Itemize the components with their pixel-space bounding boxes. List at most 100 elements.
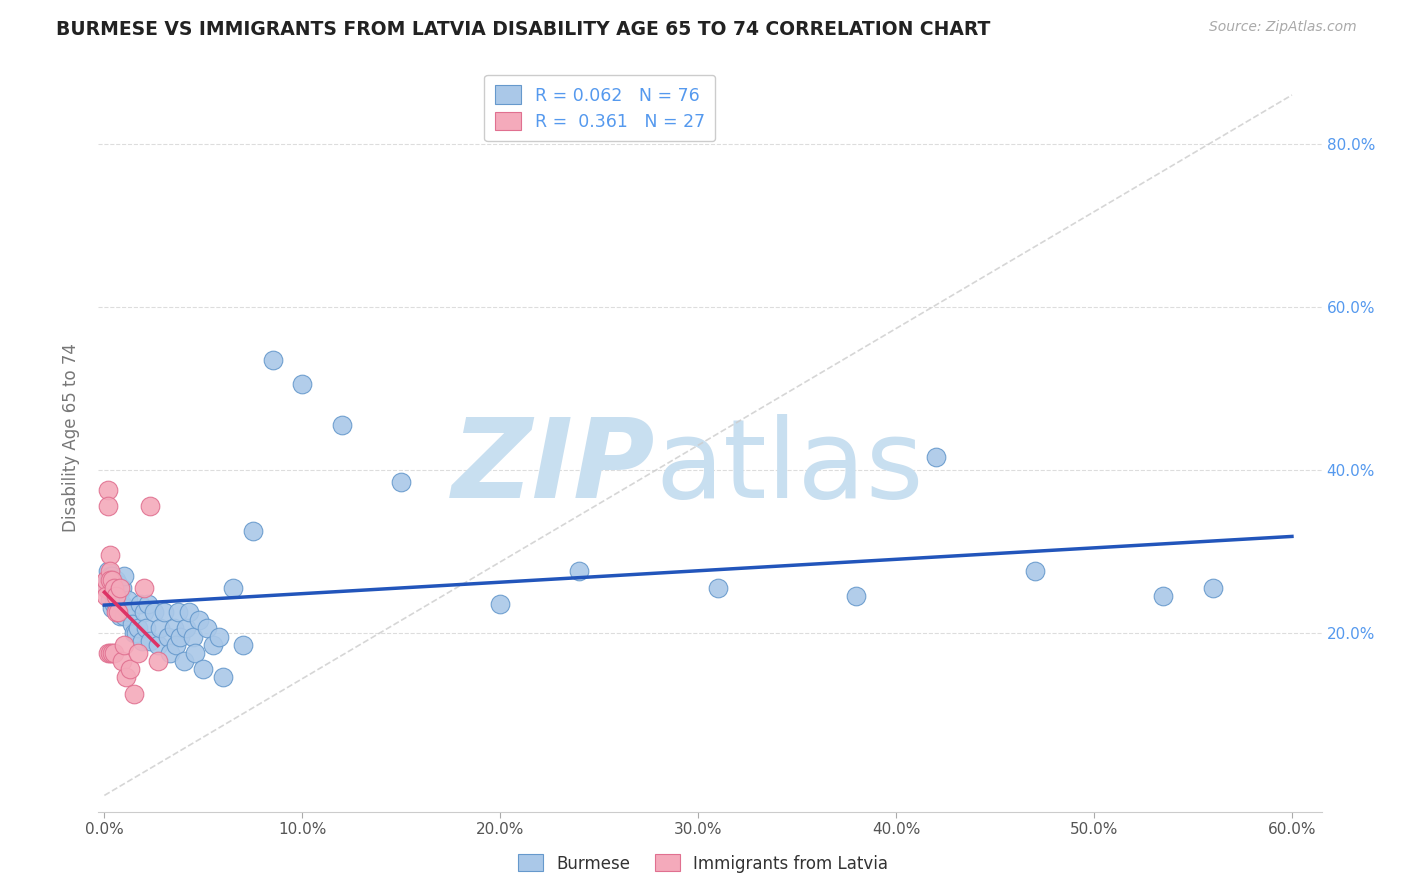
Point bbox=[389, 475, 412, 489]
Point bbox=[112, 638, 135, 652]
Point bbox=[101, 601, 124, 615]
Point bbox=[173, 654, 195, 668]
Point bbox=[103, 589, 125, 603]
Point bbox=[115, 670, 138, 684]
Point bbox=[174, 622, 197, 636]
Point bbox=[97, 500, 120, 514]
Point bbox=[98, 584, 121, 599]
Point bbox=[117, 593, 139, 607]
Point bbox=[107, 593, 129, 607]
Point bbox=[103, 581, 125, 595]
Point bbox=[184, 646, 207, 660]
Point bbox=[139, 633, 162, 648]
Point bbox=[132, 605, 155, 619]
Y-axis label: Disability Age 65 to 74: Disability Age 65 to 74 bbox=[62, 343, 80, 532]
Point bbox=[98, 593, 121, 607]
Point bbox=[96, 573, 118, 587]
Point bbox=[142, 605, 165, 619]
Point bbox=[208, 630, 231, 644]
Point bbox=[183, 630, 205, 644]
Point bbox=[103, 573, 125, 587]
Point bbox=[96, 589, 118, 603]
Point bbox=[105, 573, 128, 587]
Point bbox=[101, 646, 124, 660]
Text: ZIP: ZIP bbox=[451, 414, 655, 521]
Point bbox=[169, 630, 191, 644]
Point bbox=[568, 565, 591, 579]
Point bbox=[101, 573, 124, 587]
Point bbox=[195, 622, 218, 636]
Point bbox=[96, 581, 118, 595]
Point bbox=[162, 622, 184, 636]
Point bbox=[129, 597, 152, 611]
Point bbox=[96, 581, 118, 595]
Legend: R = 0.062   N = 76, R =  0.361   N = 27: R = 0.062 N = 76, R = 0.361 N = 27 bbox=[485, 75, 716, 141]
Point bbox=[156, 630, 179, 644]
Text: BURMESE VS IMMIGRANTS FROM LATVIA DISABILITY AGE 65 TO 74 CORRELATION CHART: BURMESE VS IMMIGRANTS FROM LATVIA DISABI… bbox=[56, 20, 991, 38]
Point bbox=[98, 568, 121, 582]
Point bbox=[103, 581, 125, 595]
Point bbox=[165, 638, 187, 652]
Point bbox=[132, 581, 155, 595]
Point bbox=[98, 646, 121, 660]
Point bbox=[845, 589, 868, 603]
Point bbox=[120, 605, 142, 619]
Point bbox=[120, 662, 142, 676]
Point bbox=[107, 601, 129, 615]
Point bbox=[108, 581, 131, 595]
Point bbox=[101, 568, 124, 582]
Point bbox=[222, 581, 245, 595]
Point bbox=[101, 584, 124, 599]
Point bbox=[152, 605, 174, 619]
Point bbox=[122, 625, 145, 640]
Point bbox=[188, 613, 211, 627]
Point bbox=[105, 605, 128, 619]
Point bbox=[1152, 589, 1174, 603]
Legend: Burmese, Immigrants from Latvia: Burmese, Immigrants from Latvia bbox=[510, 847, 896, 880]
Point bbox=[97, 646, 120, 660]
Point bbox=[166, 605, 188, 619]
Point bbox=[159, 646, 181, 660]
Point bbox=[97, 483, 120, 497]
Text: Source: ZipAtlas.com: Source: ZipAtlas.com bbox=[1209, 20, 1357, 34]
Point bbox=[108, 584, 131, 599]
Point bbox=[193, 662, 215, 676]
Point bbox=[108, 609, 131, 624]
Point bbox=[125, 625, 148, 640]
Point bbox=[127, 646, 149, 660]
Point bbox=[131, 633, 153, 648]
Text: atlas: atlas bbox=[655, 414, 924, 521]
Point bbox=[98, 573, 121, 587]
Point bbox=[103, 646, 125, 660]
Point bbox=[924, 450, 946, 465]
Point bbox=[139, 500, 162, 514]
Point bbox=[135, 622, 157, 636]
Point bbox=[111, 581, 134, 595]
Point bbox=[105, 581, 128, 595]
Point bbox=[136, 597, 159, 611]
Point bbox=[232, 638, 254, 652]
Point bbox=[103, 597, 125, 611]
Point bbox=[149, 622, 172, 636]
Point bbox=[707, 581, 730, 595]
Point bbox=[105, 589, 128, 603]
Point bbox=[489, 597, 512, 611]
Point bbox=[330, 417, 353, 432]
Point bbox=[1024, 565, 1046, 579]
Point bbox=[146, 654, 169, 668]
Point bbox=[121, 617, 143, 632]
Point bbox=[98, 548, 121, 562]
Point bbox=[242, 524, 264, 538]
Point bbox=[105, 597, 128, 611]
Point bbox=[122, 687, 145, 701]
Point bbox=[179, 605, 201, 619]
Point bbox=[262, 352, 284, 367]
Point bbox=[202, 638, 225, 652]
Point bbox=[212, 670, 235, 684]
Point bbox=[107, 576, 129, 591]
Point bbox=[127, 622, 149, 636]
Point bbox=[146, 638, 169, 652]
Point bbox=[1202, 581, 1225, 595]
Point bbox=[107, 605, 129, 619]
Point bbox=[111, 654, 134, 668]
